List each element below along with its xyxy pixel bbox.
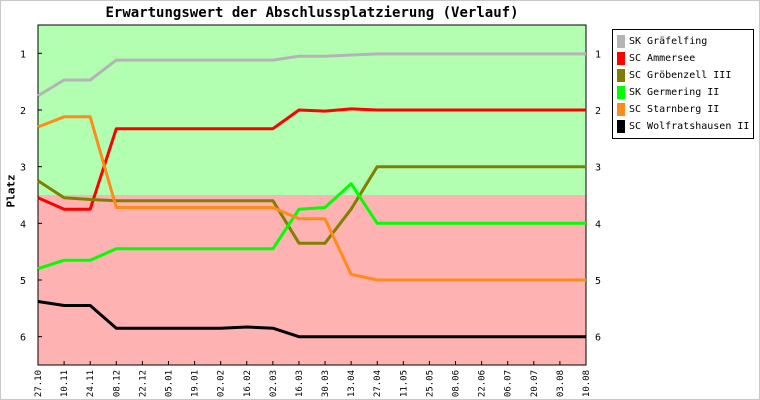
legend-item: SC Gröbenzell III <box>617 67 753 84</box>
series-line-1 <box>37 107 586 211</box>
series-line-0 <box>37 52 586 98</box>
x-tick-label: 24.11 <box>86 370 96 397</box>
legend-item: SC Ammersee <box>617 50 753 67</box>
legend-label: SC Starnberg II <box>629 104 720 115</box>
x-tick-label: 02.03 <box>269 370 279 397</box>
y-tick-label-right: 6 <box>595 333 601 344</box>
y-tick-label-left: 3 <box>20 163 26 174</box>
y-tick-label-right: 1 <box>595 49 601 60</box>
x-tick-label: 16.03 <box>295 370 305 397</box>
chart-title: Erwartungswert der Abschlussplatzierung … <box>105 5 519 21</box>
legend-swatch <box>617 86 625 99</box>
x-tick-label: 20.07 <box>530 370 540 397</box>
x-tick-label: 22.12 <box>138 370 148 397</box>
y-tick-label-right: 2 <box>595 106 601 117</box>
legend-item: SK Germering II <box>617 84 753 101</box>
x-tick-label: 27.04 <box>373 370 383 397</box>
series-line-2 <box>37 165 586 245</box>
x-tick-label: 27.10 <box>34 370 44 397</box>
y-tick-label-right: 3 <box>595 163 601 174</box>
x-tick-label: 13.04 <box>347 370 357 397</box>
legend-swatch <box>617 69 625 82</box>
y-tick-label-right: 4 <box>595 219 601 230</box>
x-tick-label: 05.01 <box>164 370 174 397</box>
series-line-3 <box>37 182 586 271</box>
x-tick-label: 10.11 <box>60 370 70 397</box>
legend-label: SC Ammersee <box>629 53 696 64</box>
legend-label: SC Wolfratshausen II <box>629 121 750 132</box>
legend-item: SC Wolfratshausen II <box>617 118 753 135</box>
x-tick-label: 08.12 <box>112 370 122 397</box>
x-tick-label: 16.02 <box>243 370 253 397</box>
series-line-5 <box>37 300 586 339</box>
x-tick-label: 10.08 <box>582 370 592 397</box>
legend-item: SK Gräfelfing <box>617 33 753 50</box>
legend-item: SC Starnberg II <box>617 101 753 118</box>
x-tick-label: 19.01 <box>191 370 201 397</box>
series-line-4 <box>37 115 586 282</box>
legend: SK Gräfelfing SC Ammersee SC Gröbenzell II… <box>612 29 754 139</box>
x-tick-label: 06.07 <box>504 370 514 397</box>
legend-swatch <box>617 35 625 48</box>
y-tick-label-left: 6 <box>20 333 26 344</box>
y-tick-label-right: 5 <box>595 276 601 287</box>
x-tick-label: 08.06 <box>452 370 462 397</box>
legend-swatch <box>617 120 625 133</box>
y-tick-label-left: 4 <box>20 219 26 230</box>
legend-swatch <box>617 52 625 65</box>
legend-label: SK Gräfelfing <box>629 36 708 47</box>
x-tick-label: 02.02 <box>217 370 227 397</box>
y-tick-label-left: 1 <box>20 49 26 60</box>
x-tick-label: 22.06 <box>478 370 488 397</box>
x-tick-label: 03.08 <box>556 370 566 397</box>
legend-swatch <box>617 103 625 116</box>
x-tick-label: 25.05 <box>425 370 435 397</box>
x-tick-label: 11.05 <box>399 370 409 397</box>
plot-border <box>37 24 587 366</box>
legend-label: SC Gröbenzell III <box>629 70 732 81</box>
x-tick-label: 30.03 <box>321 370 331 397</box>
y-tick-label-left: 2 <box>20 106 26 117</box>
legend-label: SK Germering II <box>629 87 720 98</box>
y-tick-label-left: 5 <box>20 276 26 287</box>
